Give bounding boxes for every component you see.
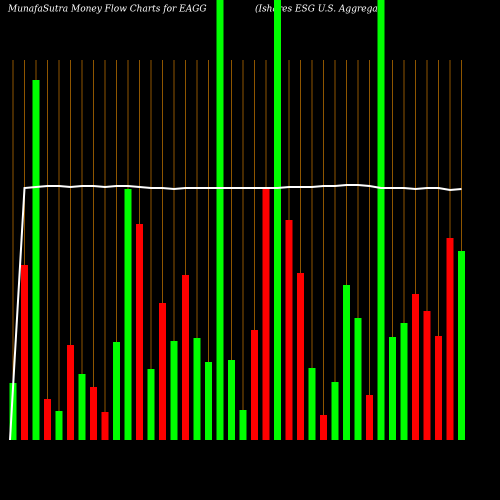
bar bbox=[343, 285, 350, 440]
bar bbox=[67, 345, 74, 440]
chart-subtitle: (Ishares ESG U.S. Aggregat bbox=[255, 4, 382, 15]
bar bbox=[366, 395, 373, 440]
bar bbox=[412, 294, 419, 440]
bar bbox=[147, 369, 155, 440]
bar bbox=[205, 362, 212, 440]
bar bbox=[435, 336, 442, 440]
money-flow-line bbox=[9, 184, 462, 441]
bar bbox=[297, 273, 304, 440]
bar bbox=[274, 0, 281, 440]
bar bbox=[446, 238, 454, 440]
bar bbox=[377, 0, 385, 440]
bar bbox=[331, 382, 339, 440]
bar bbox=[9, 383, 17, 440]
bar bbox=[21, 265, 28, 440]
bar bbox=[32, 80, 40, 440]
bar bbox=[285, 220, 293, 440]
bar bbox=[113, 342, 120, 440]
bar bbox=[389, 337, 396, 440]
bar bbox=[354, 318, 362, 440]
bar bbox=[262, 188, 270, 440]
bar bbox=[239, 410, 247, 440]
bar bbox=[136, 224, 143, 440]
bar bbox=[124, 189, 132, 440]
bar bbox=[423, 311, 431, 440]
bar bbox=[182, 275, 189, 440]
bar bbox=[458, 251, 465, 440]
bar bbox=[228, 360, 235, 440]
chart-title: MunafaSutra Money Flow Charts for EAGG bbox=[7, 5, 207, 15]
bar bbox=[308, 368, 316, 440]
bar bbox=[78, 374, 86, 440]
bar bbox=[55, 411, 63, 440]
bar bbox=[320, 415, 327, 440]
bar bbox=[400, 323, 408, 440]
bar bbox=[159, 303, 166, 440]
bar bbox=[44, 399, 51, 440]
bar bbox=[101, 412, 109, 440]
bar bbox=[216, 0, 224, 440]
bar bbox=[90, 387, 97, 440]
bar bbox=[170, 341, 178, 440]
bar bbox=[251, 330, 258, 440]
bar bbox=[193, 338, 201, 440]
